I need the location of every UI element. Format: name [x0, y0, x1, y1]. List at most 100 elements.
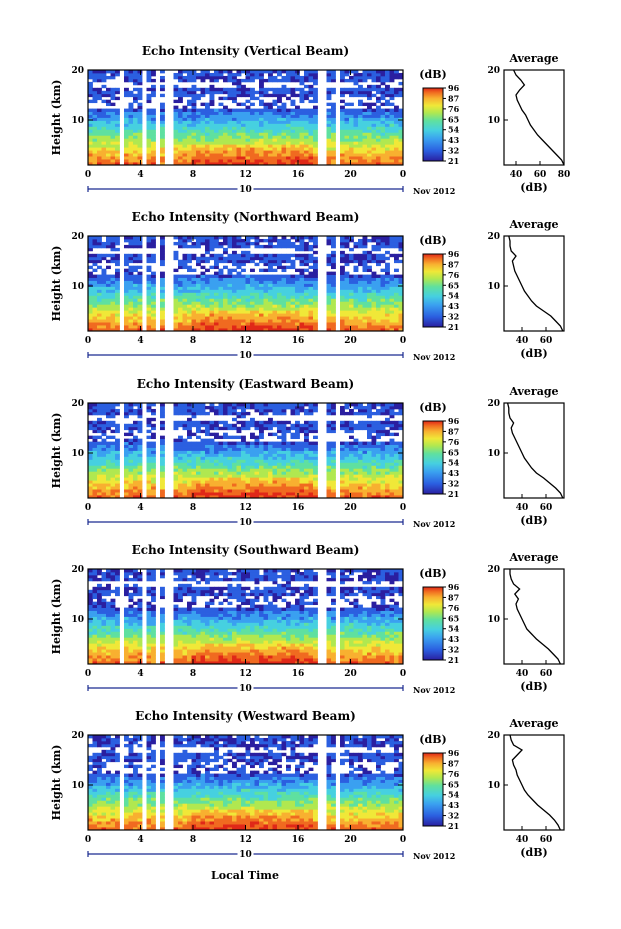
heatmap-cell [277, 147, 282, 151]
heatmap-cell [340, 277, 345, 281]
heatmap-cell [299, 262, 305, 267]
heatmap-cell [128, 241, 134, 246]
heatmap-cell [394, 87, 399, 92]
heatmap-cell [272, 99, 278, 104]
heatmap-cell [304, 138, 309, 142]
heatmap-cell [277, 408, 282, 413]
heatmap-cell [259, 117, 264, 121]
heatmap-cell [227, 426, 233, 431]
heatmap-cell [308, 465, 314, 469]
heatmap-cell [236, 298, 242, 302]
heatmap-cell [236, 132, 242, 136]
heatmap-cell [128, 429, 134, 434]
heatmap-cell [97, 429, 102, 434]
heatmap-cell [182, 447, 188, 451]
heatmap-cell [218, 301, 224, 305]
heatmap-cell [398, 147, 404, 151]
heatmap-cell [106, 423, 111, 428]
heatmap-cell [250, 123, 255, 127]
heatmap-cell [227, 256, 233, 261]
heatmap-cell [101, 70, 107, 74]
heatmap-cell [308, 253, 314, 258]
heatmap-cell [214, 111, 219, 115]
heatmap-cell [358, 411, 363, 416]
heatmap-cell [160, 84, 165, 89]
heatmap-cell [362, 102, 368, 107]
heatmap-cell [272, 153, 278, 157]
heatmap-cell [151, 141, 156, 145]
heatmap-cell [187, 114, 192, 118]
heatmap-cell [259, 99, 264, 104]
heatmap-cell [115, 474, 120, 478]
heatmap-cell [241, 162, 246, 166]
heatmap-cell [250, 70, 255, 74]
heatmap-cell [394, 75, 399, 80]
heatmap-cell [106, 483, 111, 487]
heatmap-cell [349, 495, 354, 499]
heatmap-cell [88, 480, 93, 484]
heatmap-cell [398, 129, 404, 133]
heatmap-cell [110, 322, 116, 326]
heatmap-cell [281, 325, 287, 329]
heatmap-cell [353, 298, 359, 302]
heatmap-cell [182, 262, 188, 267]
heatmap-cell [268, 238, 273, 243]
heatmap-cell [88, 304, 93, 308]
heatmap-cell [259, 81, 264, 86]
heatmap-cell [340, 316, 345, 320]
heatmap-cell [250, 483, 255, 487]
heatmap-cell [227, 495, 233, 499]
y-tick-label: 10 [71, 282, 84, 292]
heatmap-cell [263, 105, 269, 109]
heatmap-cell [160, 462, 165, 466]
heatmap-cell [227, 147, 233, 151]
heatmap-cell [232, 126, 237, 130]
heatmap-cell [151, 459, 156, 463]
heatmap-cell [97, 313, 102, 317]
heatmap-cell [304, 453, 309, 457]
heatmap-cell [263, 313, 269, 317]
heatmap-cell [362, 405, 368, 410]
heatmap-cell [115, 236, 120, 240]
heatmap-cell [371, 72, 377, 77]
heatmap-cell [241, 438, 246, 442]
heatmap-cell [97, 280, 102, 284]
heatmap-cell [295, 159, 300, 163]
heatmap-cell [97, 411, 102, 416]
heatmap-cell [151, 144, 156, 148]
heatmap-cell [367, 108, 372, 112]
heatmap-cell [340, 289, 345, 293]
heatmap-cell [106, 236, 111, 240]
heatmap-cell [160, 129, 165, 133]
heatmap-cell [133, 138, 138, 142]
heatmap-cell [218, 72, 224, 77]
heatmap-cell [196, 262, 201, 267]
heatmap-cell [254, 438, 260, 442]
heatmap-cell [133, 274, 138, 278]
heatmap-cell [214, 486, 219, 490]
heatmap-cell [308, 84, 314, 89]
heatmap-cell [263, 450, 269, 454]
heatmap-cell [160, 147, 165, 151]
heatmap-cell [245, 153, 251, 157]
heatmap-cell [313, 271, 318, 275]
heatmap-cell [110, 90, 116, 95]
heatmap-cell [362, 114, 368, 118]
heatmap-cell [110, 492, 116, 496]
heatmap-cell [272, 238, 278, 243]
heatmap-cell [106, 459, 111, 463]
heatmap-cell [137, 471, 143, 475]
heatmap-cell [128, 462, 134, 466]
heatmap-cell [146, 429, 152, 434]
heatmap-cell [106, 153, 111, 157]
heatmap-cell [182, 310, 188, 314]
heatmap-cell [151, 423, 156, 428]
heatmap-cell [286, 78, 291, 83]
heatmap-cell [191, 477, 197, 481]
heatmap-cell [331, 277, 336, 281]
heatmap-cell [389, 93, 395, 98]
heatmap-cell [340, 135, 345, 139]
heatmap-cell [376, 256, 381, 261]
heatmap-cell [88, 286, 93, 290]
heatmap-cell [299, 259, 305, 264]
